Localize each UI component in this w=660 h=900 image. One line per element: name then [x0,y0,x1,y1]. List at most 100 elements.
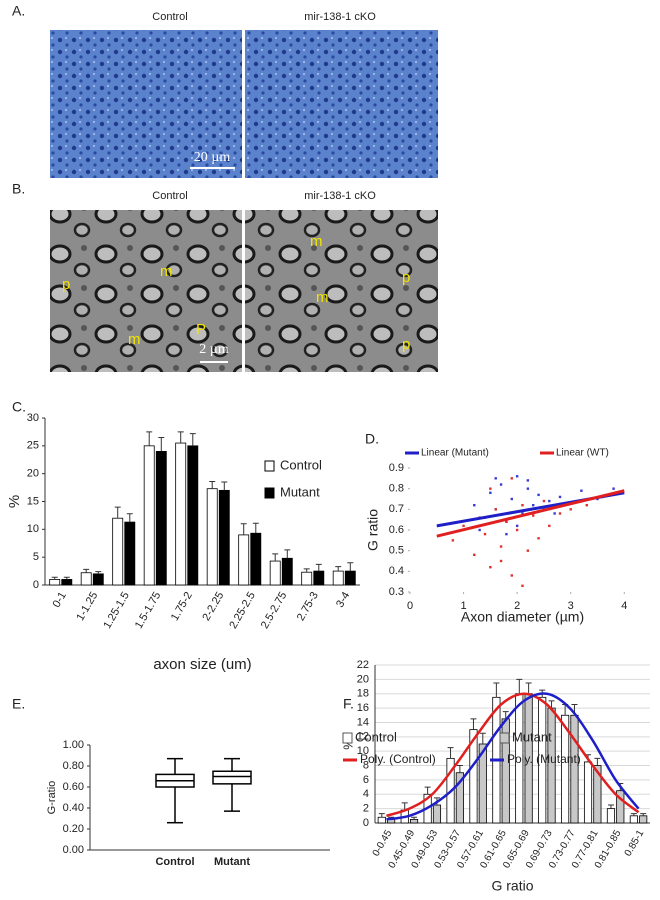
point [558,512,562,515]
image-header: mir-138-1 cKO [304,11,376,23]
x-tick-label: 1.5-1.75 [133,590,164,631]
point [515,524,519,528]
micrograph [50,210,242,372]
y-tick-label: 0.20 [63,823,84,835]
bar [218,489,230,586]
bar [80,572,92,586]
y-tick-label: 0.8 [389,483,404,495]
y-tick-label: 0.5 [389,545,404,557]
y-tick-label: 10 [27,523,39,535]
error-bar [63,576,70,580]
legend-label: Linear (Mutant) [421,448,489,459]
panel-label: F. [343,696,354,712]
bar [570,714,579,824]
bar [155,450,167,586]
micrograph [245,210,438,372]
bar [112,517,124,586]
error-bar [51,576,58,580]
panel-label: D. [365,431,379,447]
bar [61,579,73,586]
point [494,508,497,511]
point [580,489,583,492]
point [483,532,487,536]
error-bar [209,480,216,489]
point [553,512,556,515]
error-bar [548,700,555,709]
point [532,514,535,517]
error-bar [114,506,121,519]
point [526,479,530,482]
bar [409,819,419,824]
bar [238,534,250,586]
bar [250,532,262,586]
error-bar [516,678,523,694]
y-tick-label: 0.4 [389,565,404,577]
micrograph [245,30,438,178]
y-tick-label: 20 [27,468,39,480]
point [499,483,503,486]
bar [175,442,187,586]
x-tick-label: 2.5-2.75 [259,590,290,631]
y-tick-label: 2 [363,803,369,815]
scale-bar-label: 20 µm [194,150,231,165]
image-marker: p [62,276,70,293]
bar [377,816,386,824]
point [542,499,546,503]
bar [432,804,442,824]
bar [143,445,155,586]
legend-label: Control [355,729,397,744]
bar [344,570,356,586]
y-tick-label: 25 [27,440,39,452]
legend-swatch [264,487,275,499]
image-marker: p [402,269,410,286]
point [462,524,465,528]
x-tick-label: Control [155,856,194,868]
error-bar [83,568,90,573]
point [585,504,588,507]
point [515,528,519,532]
error-bar [630,813,637,816]
error-bar [146,431,153,446]
point [489,566,492,569]
image-header: Control [152,190,187,202]
y-axis-label: G-ratio [46,781,58,815]
panel-label: B. [12,181,25,197]
y-tick-label: 0.40 [63,802,84,814]
y-tick-label: 4 [363,788,369,800]
error-bar [640,813,647,816]
x-tick-label: Mutant [214,856,250,868]
x-tick-label: 4 [621,600,627,612]
x-tick-label: 3-4 [334,590,352,610]
image-marker: m [310,233,323,250]
error-bar [177,431,184,444]
y-tick-label: 0.7 [389,503,404,515]
error-bar [525,682,532,694]
point [510,497,513,501]
image-marker: m [160,263,173,280]
error-bar [456,765,463,773]
x-tick-label: 2-2.25 [200,590,226,623]
point [521,504,524,507]
error-bar [607,804,614,809]
error-bar [221,481,228,491]
y-tick-label: 1.00 [63,739,84,751]
panel-label: E. [12,696,25,712]
y-tick-label: 30 [27,412,39,424]
panel-a: A. Control mir-138-1 cKO 20 µm [12,3,438,178]
point [569,508,572,511]
micrograph [50,30,242,178]
y-tick-label: 0.00 [63,844,84,856]
y-tick-label: 20 [357,673,369,685]
x-tick-label: 2.75-3 [295,590,321,623]
x-tick-label: 2 [514,600,520,612]
point [526,549,530,552]
point [473,553,476,556]
bar [269,560,281,586]
bar [629,815,638,824]
error-bar [447,747,454,759]
bar [92,573,104,586]
error-bar [502,711,509,719]
image-marker: P [196,321,206,338]
error-bar [189,433,196,446]
